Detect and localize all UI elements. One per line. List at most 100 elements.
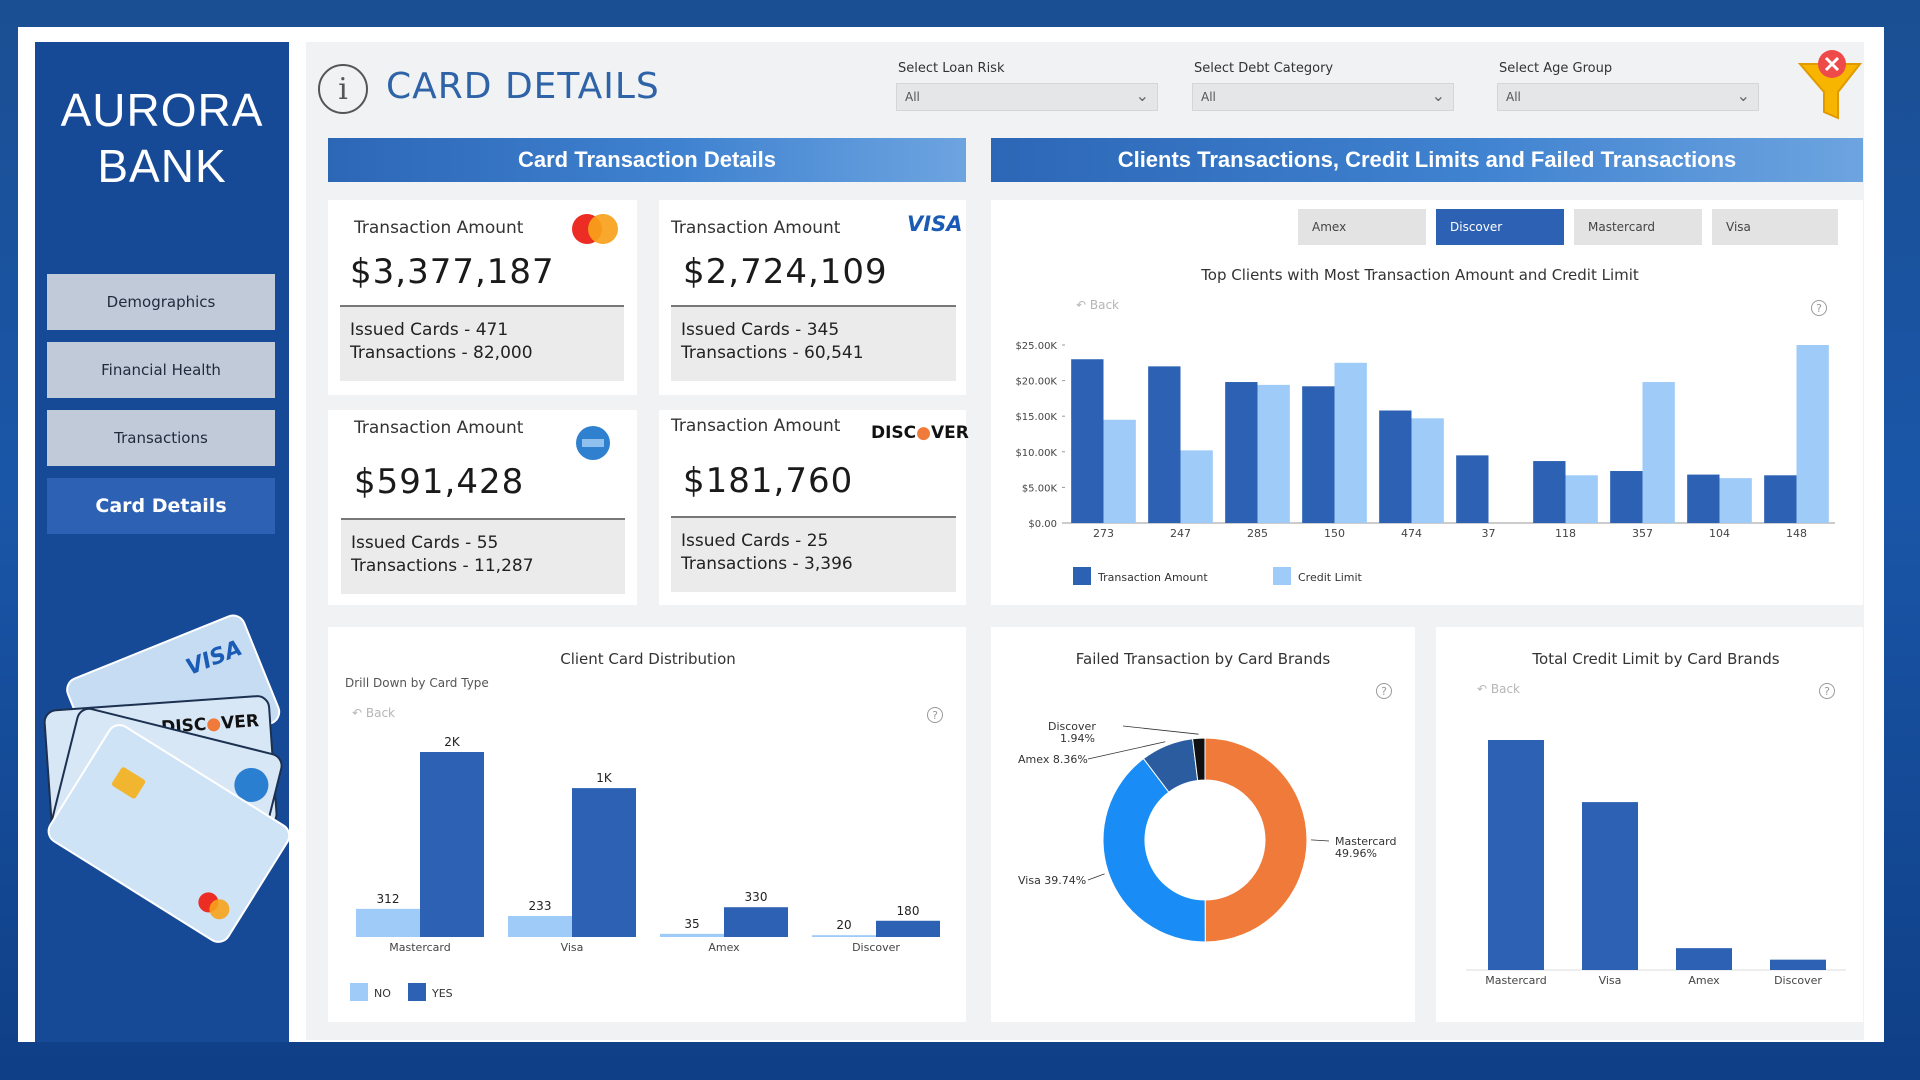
- chevron-down-icon: ⌄: [1431, 86, 1445, 105]
- filter-age-group-value: All: [1506, 90, 1521, 104]
- tab-discover[interactable]: Discover: [1436, 209, 1564, 245]
- x-tick-label: 118: [1555, 527, 1576, 540]
- nav-card-details[interactable]: Card Details: [47, 478, 275, 534]
- tab-mastercard[interactable]: Mastercard: [1574, 209, 1702, 245]
- chart-title: Client Card Distribution: [560, 650, 736, 668]
- filter-debt-category-dropdown[interactable]: All ⌄: [1192, 83, 1454, 111]
- slice-label: 49.96%: [1335, 847, 1377, 860]
- chevron-down-icon: ⌄: [1736, 86, 1750, 105]
- filter-debt-category-label: Select Debt Category: [1194, 61, 1334, 76]
- section-card-transaction-details: Card Transaction Details: [328, 138, 966, 182]
- legend-swatch: [1273, 567, 1291, 585]
- nav-financial-health[interactable]: Financial Health: [47, 342, 275, 398]
- bar-credit-limit: [1642, 382, 1675, 523]
- y-tick-label: $25.00K: [1015, 341, 1057, 352]
- filter-loan-risk-label: Select Loan Risk: [898, 61, 1005, 76]
- x-tick-label: 148: [1786, 527, 1807, 540]
- bar-no: [812, 935, 876, 937]
- x-tick-label: 273: [1093, 527, 1114, 540]
- x-tick-label: 285: [1247, 527, 1268, 540]
- help-icon[interactable]: ?: [1819, 683, 1835, 699]
- x-tick-label: 104: [1709, 527, 1730, 540]
- info-icon[interactable]: i: [318, 64, 368, 114]
- help-icon[interactable]: ?: [1811, 300, 1827, 316]
- clear-filters-icon[interactable]: [1796, 48, 1864, 124]
- kpi-card-discover: Transaction Amount DISC●VER $181,760 Iss…: [659, 410, 969, 605]
- tab-amex[interactable]: Amex: [1298, 209, 1426, 245]
- mastercard-logo-icon: [572, 214, 618, 244]
- kpi-card-mastercard: Transaction Amount $3,377,187 Issued Car…: [328, 200, 637, 395]
- x-tick-label: Amex: [708, 941, 740, 954]
- y-tick-label: $20.00K: [1015, 377, 1057, 388]
- brand-logo: AURORA BANK: [35, 82, 289, 194]
- x-tick-label: Mastercard: [389, 941, 450, 954]
- tab-visa[interactable]: Visa: [1712, 209, 1838, 245]
- chart-title: Total Credit Limit by Card Brands: [1532, 650, 1780, 668]
- page-title: CARD DETAILS: [386, 66, 660, 107]
- bar-discover: [1770, 959, 1826, 970]
- nav-demographics[interactable]: Demographics: [47, 274, 275, 330]
- kpi-label: Transaction Amount: [671, 218, 841, 238]
- card-stack-illustration: VISA DISC●VER: [43, 614, 289, 943]
- bar-yes: [724, 907, 788, 937]
- slice-label: Visa 39.74%: [1018, 874, 1086, 887]
- bar-credit-limit: [1565, 475, 1598, 523]
- slice-label: Amex 8.36%: [1018, 753, 1088, 766]
- leader-line: [1310, 839, 1330, 842]
- bar-credit-limit: [1257, 384, 1290, 523]
- x-tick-label: Amex: [1688, 974, 1720, 987]
- back-button[interactable]: ↶ Back: [352, 706, 396, 720]
- kpi-transactions: Transactions - 3,396: [681, 554, 853, 574]
- kpi-value: $2,724,109: [683, 252, 888, 292]
- back-button[interactable]: ↶ Back: [1076, 298, 1120, 312]
- x-tick-label: 37: [1482, 527, 1496, 540]
- brand-line-1: AURORA: [60, 84, 264, 136]
- bar-transaction-amount: [1379, 410, 1412, 523]
- brand-line-2: BANK: [97, 140, 227, 192]
- help-icon[interactable]: ?: [1376, 683, 1392, 699]
- donut-slice-discover: [1192, 737, 1206, 782]
- kpi-issued-cards: Issued Cards - 55: [351, 533, 499, 553]
- kpi-card-amex: Transaction Amount $591,428 Issued Cards…: [328, 410, 637, 605]
- filter-loan-risk-dropdown[interactable]: All ⌄: [896, 83, 1158, 111]
- kpi-transactions: Transactions - 82,000: [350, 343, 533, 363]
- nav-transactions[interactable]: Transactions: [47, 410, 275, 466]
- back-button[interactable]: ↶ Back: [1477, 682, 1521, 696]
- x-tick-label: 247: [1170, 527, 1191, 540]
- bar-no: [356, 908, 420, 937]
- bar-transaction-amount: [1764, 475, 1797, 523]
- kpi-transactions: Transactions - 60,541: [681, 343, 864, 363]
- legend-label: NO: [374, 987, 391, 1000]
- bar-transaction-amount: [1302, 386, 1335, 523]
- bar-credit-limit: [1180, 450, 1213, 523]
- filter-age-group-label: Select Age Group: [1499, 61, 1613, 76]
- filter-age-group-dropdown[interactable]: All ⌄: [1497, 83, 1759, 111]
- bar-amex: [1676, 948, 1732, 970]
- data-label: 20: [836, 918, 851, 932]
- bar-transaction-amount: [1687, 474, 1720, 523]
- bar-yes: [420, 752, 484, 937]
- client-card-distribution-chart: 312 2K Mastercard 233 1K Visa 35 330 Amex 20 180 Di…: [350, 735, 940, 1001]
- legend-label: YES: [431, 987, 453, 1000]
- kpi-details: Issued Cards - 345 Transactions - 60,541: [671, 305, 956, 381]
- kpi-value: $181,760: [683, 461, 854, 501]
- slice-label: Mastercard: [1335, 835, 1396, 848]
- bar-mastercard: [1488, 740, 1544, 970]
- x-tick-label: Discover: [1774, 974, 1822, 987]
- bar-visa: [1582, 802, 1638, 970]
- kpi-label: Transaction Amount: [671, 416, 841, 436]
- bar-no: [508, 915, 572, 937]
- bar-yes: [572, 788, 636, 937]
- bar-credit-limit: [1719, 478, 1752, 523]
- x-tick-label: Discover: [852, 941, 900, 954]
- kpi-transactions: Transactions - 11,287: [351, 556, 534, 576]
- legend-swatch: [408, 983, 426, 1001]
- bar-credit-limit: [1411, 418, 1444, 523]
- kpi-value: $591,428: [354, 462, 525, 502]
- bar-transaction-amount: [1148, 366, 1181, 523]
- discover-logo-icon: DISC●VER: [871, 423, 969, 443]
- illustration-discover-b: VER: [220, 711, 259, 734]
- help-icon[interactable]: ?: [927, 707, 943, 723]
- y-tick-label: $10.00K: [1015, 448, 1057, 459]
- bar-transaction-amount: [1225, 382, 1258, 523]
